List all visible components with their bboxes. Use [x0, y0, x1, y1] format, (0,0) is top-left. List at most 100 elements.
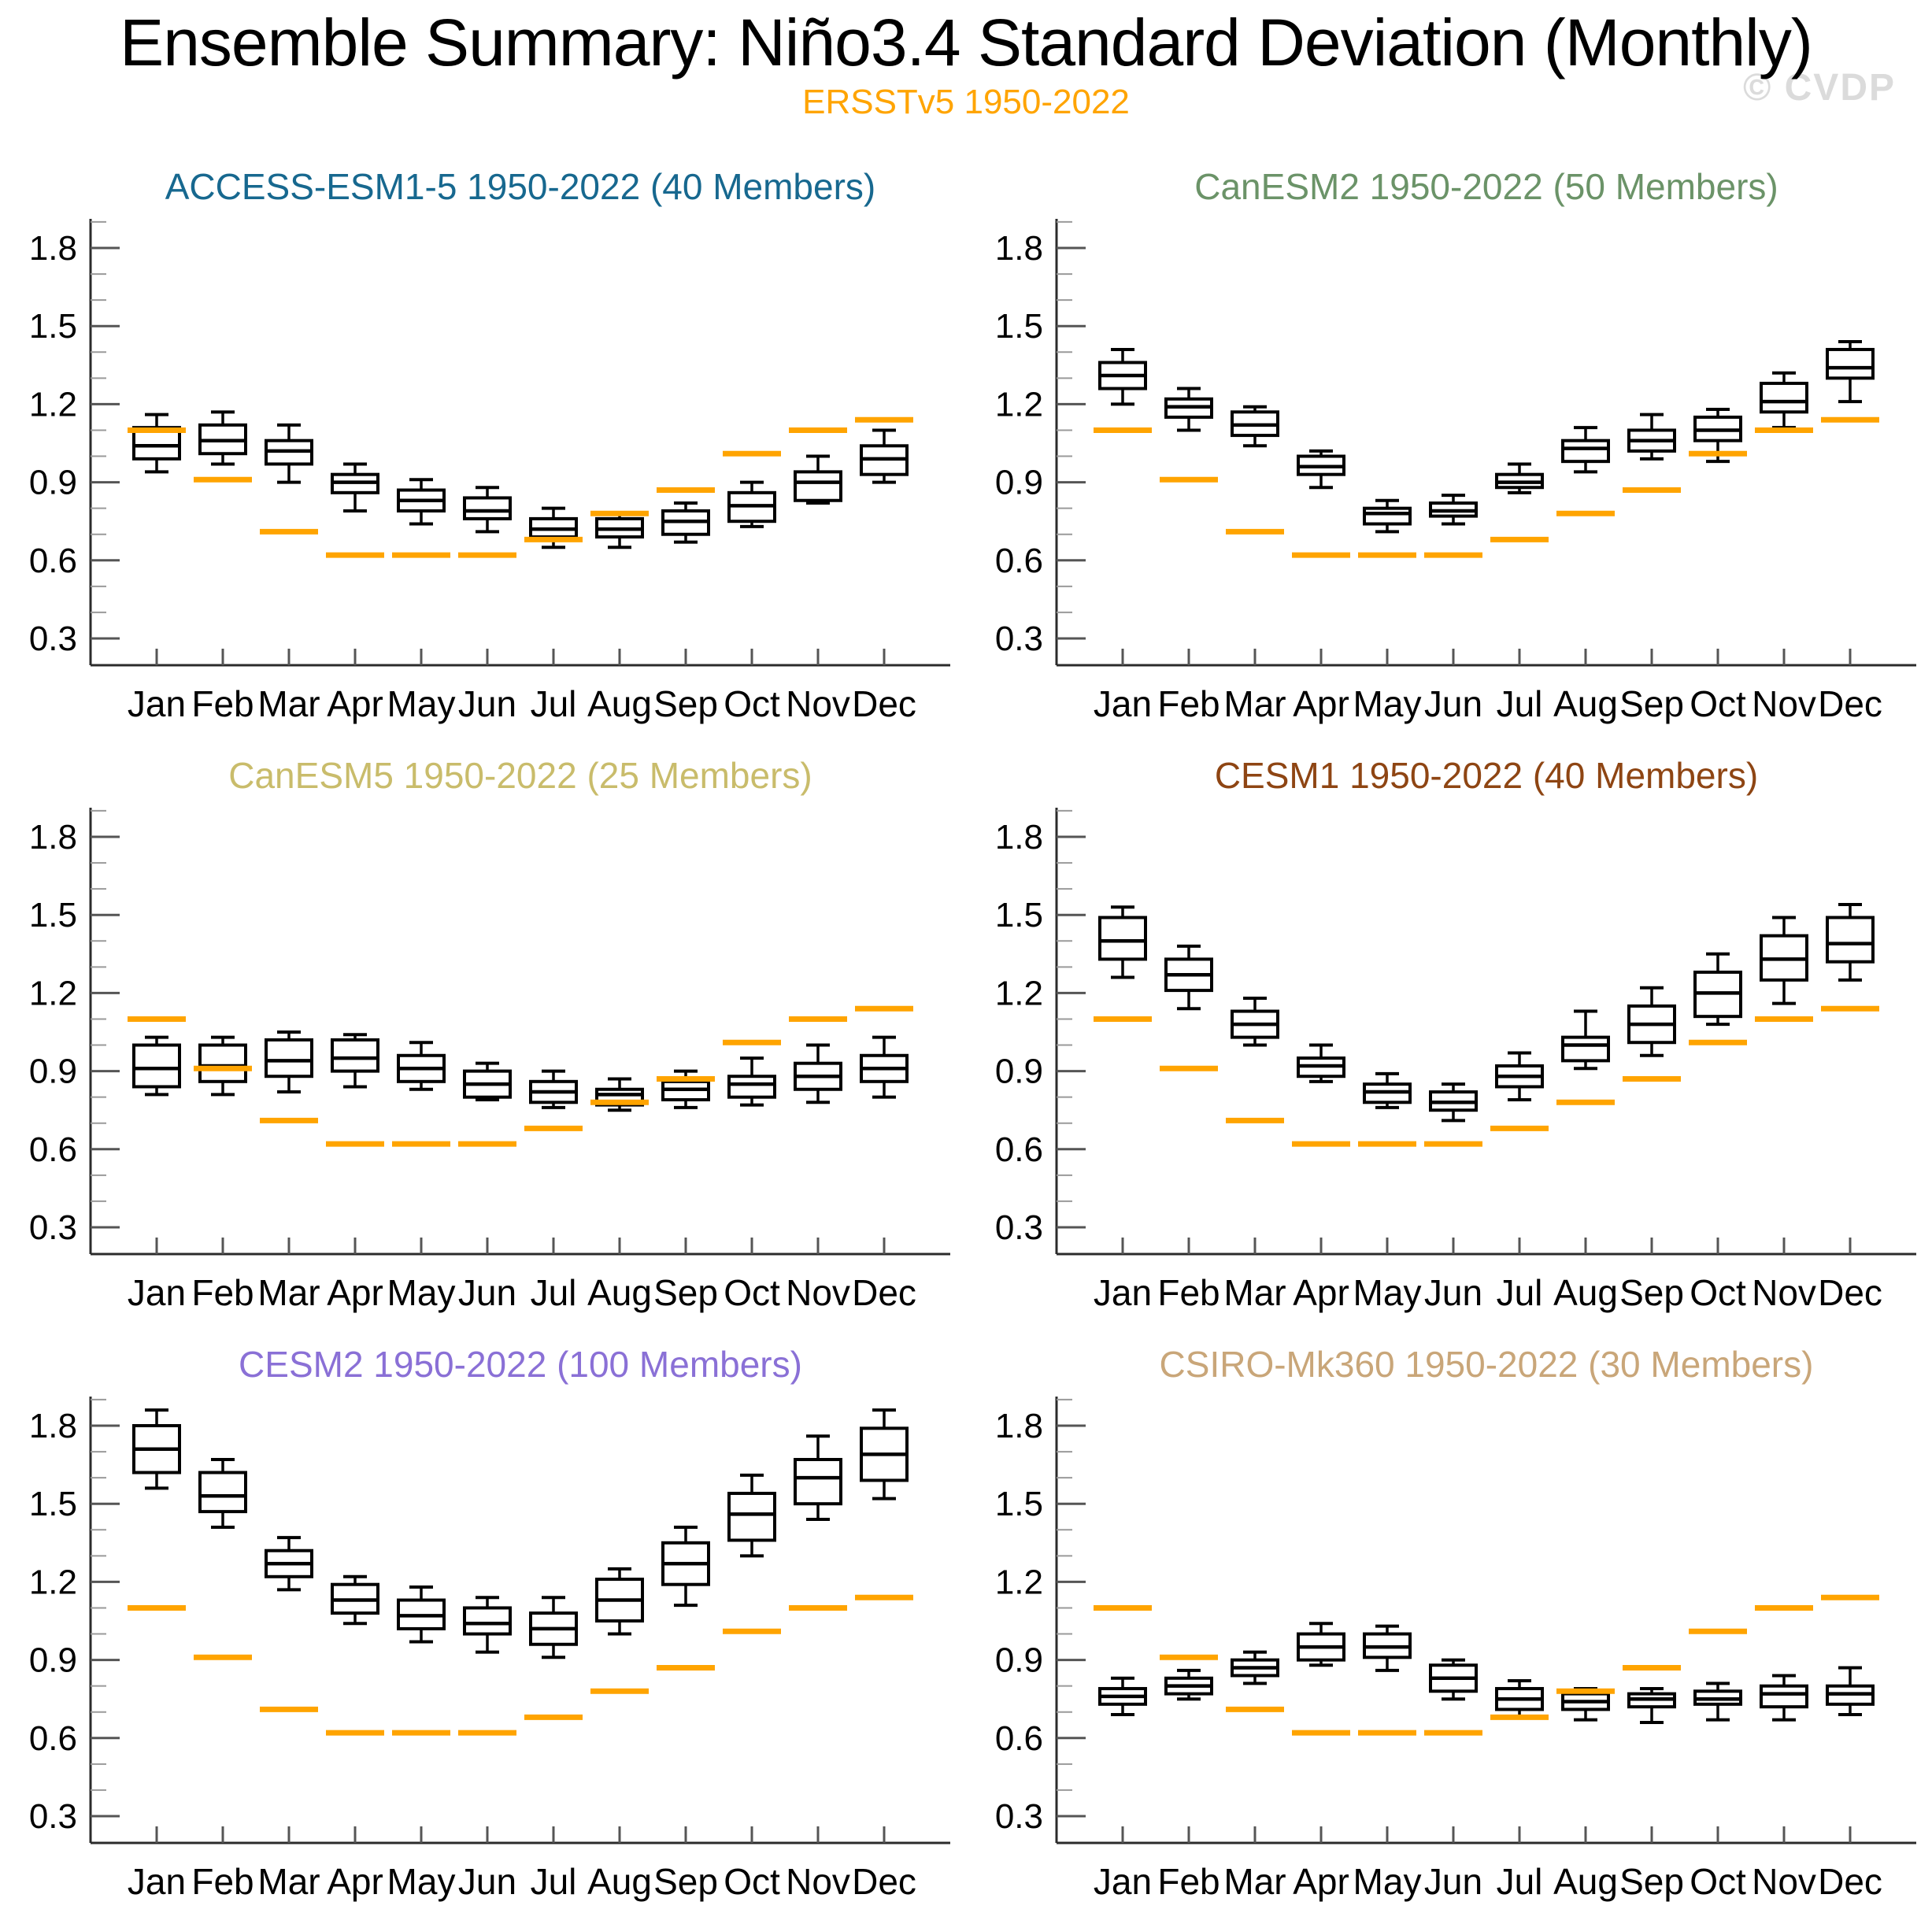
y-tick-label: 0.6	[29, 1719, 77, 1758]
x-month-label: Mar	[1223, 683, 1286, 724]
panel-access-esm1-5: ACCESS-ESM1-5 1950-2022 (40 Members) 0.3…	[0, 157, 966, 746]
x-month-label: Aug	[587, 1272, 652, 1313]
y-tick-label: 1.5	[995, 1485, 1043, 1523]
x-month-label: Oct	[1690, 1272, 1746, 1313]
boxplot-Apr	[331, 1574, 379, 1626]
y-tick-label: 1.8	[29, 818, 77, 857]
x-month-label: Sep	[653, 1272, 718, 1313]
plot-area-CESM1: 0.3 0.6 0.9 1.2 1.5 1.8 Jan Feb Mar Apr May Jun Jul A…	[995, 808, 1916, 1313]
x-month-label: May	[387, 683, 456, 724]
x-month-label: Apr	[327, 683, 383, 724]
y-tick-label: 1.5	[995, 307, 1043, 346]
boxplot-Feb	[198, 410, 247, 466]
boxplot-svg-canesm2: 0.3 0.6 0.9 1.2 1.5 1.8 Jan Feb Mar Apr May Jun Jul A…	[995, 219, 1916, 724]
x-month-label: May	[1353, 1861, 1422, 1902]
panel-cesm1: CESM1 1950-2022 (40 Members) 0.3 0.6 0.9 1.…	[966, 746, 1932, 1335]
x-month-label: May	[387, 1272, 456, 1313]
boxplot-Aug	[1561, 426, 1610, 474]
x-month-label: Dec	[852, 683, 916, 724]
panel-title-csiro-mk360: CSIRO-Mk360 1950-2022 (30 Members)	[1159, 1344, 1814, 1385]
y-tick-label: 1.2	[995, 1563, 1043, 1601]
iqr-box	[1826, 916, 1875, 964]
boxplot-Dec	[860, 1408, 909, 1500]
x-month-label: Jun	[1424, 1272, 1482, 1313]
boxplot-Jun	[1429, 494, 1478, 526]
x-month-label: Apr	[1293, 683, 1349, 724]
boxplot-Mar	[1231, 405, 1279, 448]
y-tick-label: 0.3	[29, 620, 77, 658]
x-month-label: Feb	[1157, 683, 1220, 724]
x-month-label: Nov	[786, 1272, 850, 1313]
boxplot-svg-canesm5: 0.3 0.6 0.9 1.2 1.5 1.8 Jan Feb Mar Apr May Jun Jul A…	[29, 808, 950, 1313]
y-tick-label: 0.9	[995, 1641, 1043, 1680]
boxplot-Jul	[1495, 462, 1544, 494]
boxplot-May	[397, 478, 446, 526]
y-tick-label: 0.9	[29, 464, 77, 502]
x-month-label: Oct	[724, 1861, 780, 1902]
iqr-box	[198, 1471, 247, 1514]
boxplot-Jun	[463, 1061, 512, 1101]
x-month-label: Oct	[1690, 683, 1746, 724]
boxplot-Jun	[463, 486, 512, 534]
x-month-label: May	[387, 1861, 456, 1902]
boxplot-Oct	[1693, 1682, 1742, 1722]
iqr-box	[1561, 1035, 1610, 1063]
x-month-label: Jan	[1094, 1861, 1152, 1902]
x-month-label: Feb	[1157, 1272, 1220, 1313]
boxplot-Mar	[1231, 1650, 1279, 1685]
boxplot-Apr	[1297, 1043, 1345, 1083]
boxplot-Jan	[1098, 347, 1147, 406]
x-month-label: Jun	[1424, 1861, 1482, 1902]
boxplot-Nov	[794, 454, 842, 505]
y-tick-label: 0.3	[29, 1208, 77, 1247]
x-month-label: Mar	[257, 1861, 320, 1902]
boxplot-Feb	[1164, 387, 1213, 432]
y-tick-label: 1.5	[995, 896, 1043, 934]
boxplot-Nov	[1760, 916, 1808, 1005]
boxplot-Apr	[331, 462, 379, 512]
boxplot-Mar	[265, 1536, 313, 1592]
boxplot-Aug	[595, 512, 644, 549]
y-tick-label: 1.8	[995, 1407, 1043, 1445]
boxplot-Aug	[1561, 1009, 1610, 1071]
boxplot-Oct	[727, 480, 776, 528]
iqr-box	[331, 1038, 379, 1073]
x-month-label: Jan	[128, 683, 186, 724]
x-month-label: Oct	[724, 683, 780, 724]
boxplot-Aug	[595, 1077, 644, 1112]
y-tick-label: 0.9	[995, 464, 1043, 502]
x-month-label: Jun	[1424, 683, 1482, 724]
x-month-label: Mar	[1223, 1272, 1286, 1313]
iqr-box	[463, 1606, 512, 1636]
boxplot-svg-csiro-mk360: 0.3 0.6 0.9 1.2 1.5 1.8 Jan Feb Mar Apr May Jun Jul A…	[995, 1397, 1916, 1902]
boxplot-Jul	[1495, 1679, 1544, 1719]
y-tick-label: 1.5	[29, 896, 77, 934]
x-month-label: Dec	[852, 1861, 916, 1902]
y-tick-label: 0.3	[995, 1208, 1043, 1247]
figure-header: Ensemble Summary: Niño3.4 Standard Devia…	[0, 0, 1932, 157]
boxplot-Sep	[1627, 1686, 1676, 1724]
iqr-box	[198, 1043, 247, 1083]
x-month-label: Apr	[327, 1861, 383, 1902]
iqr-box	[1826, 347, 1875, 380]
y-tick-label: 1.2	[29, 385, 77, 424]
y-tick-label: 0.9	[29, 1641, 77, 1680]
boxplot-svg-cesm2: 0.3 0.6 0.9 1.2 1.5 1.8 Jan Feb Mar Apr May Jun Jul A…	[29, 1397, 950, 1902]
x-month-label: Dec	[1818, 1272, 1882, 1313]
panel-title-cesm1: CESM1 1950-2022 (40 Members)	[1214, 755, 1759, 796]
boxplot-Sep	[661, 1069, 710, 1109]
y-tick-label: 1.8	[29, 229, 77, 268]
boxplot-Jan	[132, 1408, 181, 1490]
boxplot-Dec	[860, 428, 909, 484]
y-tick-label: 0.6	[29, 542, 77, 580]
panel-title-cesm2: CESM2 1950-2022 (100 Members)	[239, 1344, 802, 1385]
panel-title-access-esm1-5: ACCESS-ESM1-5 1950-2022 (40 Members)	[165, 166, 876, 207]
boxplot-Jun	[463, 1596, 512, 1654]
panel-grid: ACCESS-ESM1-5 1950-2022 (40 Members) 0.3…	[0, 157, 1932, 1924]
x-month-label: May	[1353, 683, 1422, 724]
observation-subtitle: ERSSTv5 1950-2022	[802, 83, 1130, 121]
x-month-label: Sep	[653, 1861, 718, 1902]
x-month-label: Aug	[1553, 683, 1618, 724]
y-tick-label: 1.5	[29, 307, 77, 346]
